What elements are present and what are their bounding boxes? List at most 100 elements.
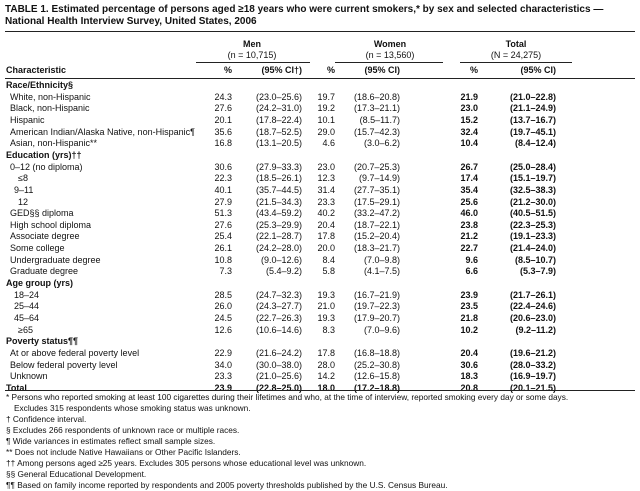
cell-men-ci: (35.7–44.5) <box>255 184 302 195</box>
group-women: Women (n = 13,560) <box>340 39 440 60</box>
group-n: (n = 10,715) <box>227 49 277 60</box>
cell-men-ci: (22.7–26.3) <box>255 313 302 323</box>
cell-total-ci: (16.9–19.7) <box>509 371 556 382</box>
table-row: Graduate degree 7.3 (5.4–9.2) 5.8 (4.1–7.5) 6… <box>0 266 640 278</box>
row-label: Education (yrs)†† <box>6 149 82 160</box>
cell-men-ci: (22.1–28.7) <box>255 231 302 242</box>
cell-total-pct: 18.3 <box>460 371 478 382</box>
cell-total-pct: 10.2 <box>460 324 478 335</box>
row-label: Black, non-Hispanic <box>10 103 90 114</box>
cell-men-pct: 23.9 <box>214 382 232 393</box>
row-label: American Indian/Alaska Native, non-Hispa… <box>10 126 195 137</box>
cell-men-pct: 27.9 <box>214 196 232 207</box>
row-label: Age group (yrs) <box>6 278 74 289</box>
footnote: § Excludes 266 respondents of unknown ra… <box>6 425 240 435</box>
table-row: 12 27.9 (21.5–34.3) 23.3 (17.5–29.1) 25.6 (21.… <box>0 197 640 209</box>
cell-men-pct: 24.5 <box>214 313 232 323</box>
cell-total-pct: 35.4 <box>460 184 478 195</box>
row-label: Graduate degree <box>10 266 79 277</box>
cell-men-pct: 23.3 <box>214 371 232 382</box>
row-label: 0–12 (no diploma) <box>10 161 83 172</box>
row-label: At or above federal poverty level <box>10 347 140 358</box>
table-row: High school diploma 27.6 (25.3–29.9) 20.4 (1… <box>0 220 640 232</box>
cell-men-ci: (27.9–33.3) <box>255 161 302 172</box>
cell-total-pct: 10.4 <box>460 138 478 149</box>
cell-total-ci: (20.6–23.0) <box>509 313 556 323</box>
cell-women-ci: (3.0–6.2) <box>363 138 400 149</box>
cell-total-pct: 15.2 <box>460 114 478 125</box>
footnote: Excludes 315 respondents whose smoking s… <box>14 403 251 413</box>
row-label: Unknown <box>10 371 48 382</box>
footnote: †† Among persons aged ≥25 years. Exclude… <box>6 458 367 468</box>
col-total-ci: (95% CI) <box>520 65 556 75</box>
table-row: White, non-Hispanic 24.3 (23.0–25.6) 19.7 (1… <box>0 92 640 104</box>
cell-women-pct: 5.8 <box>322 266 335 277</box>
cell-men-ci: (24.2–28.0) <box>255 243 302 254</box>
cell-men-pct: 27.6 <box>214 219 232 230</box>
cell-men-pct: 51.3 <box>214 208 232 219</box>
col-men-pct: % <box>223 65 232 75</box>
cell-men-pct: 30.6 <box>214 161 232 172</box>
cell-total-pct: 20.4 <box>460 347 478 358</box>
cell-men-ci: (25.3–29.9) <box>255 219 302 230</box>
cell-total-ci: (32.5–38.3) <box>509 184 556 195</box>
group-label: Women <box>373 39 407 49</box>
row-label: GED§§ diploma <box>10 208 74 219</box>
cell-men-ci: (43.4–59.2) <box>255 208 302 219</box>
col-men-ci: (95% CI†) <box>261 65 302 75</box>
cell-women-pct: 19.7 <box>317 91 335 102</box>
table-row: Asian, non-Hispanic** 16.8 (13.1–20.5) 4.6 (… <box>0 138 640 150</box>
table-row: 25–44 26.0 (24.3–27.7) 21.0 (19.7–22.3) 23.5 (… <box>0 301 640 313</box>
table-row: Associate degree 25.4 (22.1–28.7) 17.8 (15.2… <box>0 231 640 243</box>
table-row: 45–64 24.5 (22.7–26.3) 19.3 (17.9–20.7) 21.8 (… <box>0 313 640 325</box>
row-label: Hispanic <box>10 114 45 125</box>
cell-men-ci: (24.3–27.7) <box>255 301 302 312</box>
cell-total-ci: (20.1–21.5) <box>509 382 556 393</box>
cell-women-pct: 8.4 <box>322 254 335 265</box>
row-label: Poverty status¶¶ <box>6 336 79 347</box>
table-row: 9–11 40.1 (35.7–44.5) 31.4 (27.7–35.1) 35.4 (3… <box>0 185 640 197</box>
row-label: Race/Ethnicity§ <box>6 80 74 90</box>
group-label: Total <box>505 39 527 49</box>
table-row: ≥65 12.6 (10.6–14.6) 8.3 (7.0–9.6) 10.2 (9.2–1… <box>0 325 640 337</box>
cell-total-ci: (40.5–51.5) <box>509 208 556 219</box>
cell-total-ci: (8.4–12.4) <box>514 138 556 149</box>
cell-total-ci: (19.6–21.2) <box>509 347 556 358</box>
cell-men-ci: (21.6–24.2) <box>255 347 302 358</box>
footnote: * Persons who reported smoking at least … <box>6 392 569 402</box>
cell-women-pct: 29.0 <box>317 126 335 137</box>
cell-men-ci: (21.5–34.3) <box>255 196 302 207</box>
group-total: Total (N = 24,275) <box>462 39 570 60</box>
table-row: Undergraduate degree 10.8 (9.0–12.6) 8.4 (7.… <box>0 255 640 267</box>
cell-men-ci: (24.2–31.0) <box>255 103 302 114</box>
row-label: Associate degree <box>10 231 80 242</box>
cell-women-pct: 10.1 <box>317 114 335 125</box>
cell-total-ci: (21.7–26.1) <box>509 289 556 300</box>
cell-women-ci: (9.7–14.9) <box>358 173 400 184</box>
footnote: ¶ Wide variances in estimates reflect sm… <box>6 436 216 446</box>
cell-total-ci: (15.1–19.7) <box>509 173 556 184</box>
cell-women-pct: 20.4 <box>317 219 335 230</box>
group-label: Men <box>243 39 261 49</box>
cell-men-ci: (24.7–32.3) <box>255 289 302 300</box>
cell-men-pct: 34.0 <box>214 359 232 370</box>
cell-total-ci: (22.4–24.6) <box>509 301 556 312</box>
group-rule <box>335 62 443 63</box>
cell-men-pct: 25.4 <box>214 231 232 242</box>
table-row: American Indian/Alaska Native, non-Hispa… <box>0 127 640 139</box>
cell-men-ci: (18.7–52.5) <box>255 126 302 137</box>
cell-men-pct: 35.6 <box>214 126 232 137</box>
cell-men-ci: (21.0–25.6) <box>255 371 302 382</box>
cell-men-ci: (22.8–25.0) <box>255 382 302 393</box>
cell-women-ci: (16.8–18.8) <box>353 347 400 358</box>
row-label: White, non-Hispanic <box>10 91 91 102</box>
cell-total-pct: 20.8 <box>460 382 478 393</box>
cell-men-ci: (13.1–20.5) <box>255 138 302 149</box>
row-label: Some college <box>10 243 65 254</box>
cell-women-ci: (18.3–21.7) <box>353 243 400 254</box>
cell-total-pct: 6.6 <box>465 266 478 277</box>
cell-women-pct: 12.3 <box>317 173 335 184</box>
row-label: Undergraduate degree <box>10 254 101 265</box>
cell-men-pct: 12.6 <box>214 324 232 335</box>
cell-men-pct: 16.8 <box>214 138 232 149</box>
